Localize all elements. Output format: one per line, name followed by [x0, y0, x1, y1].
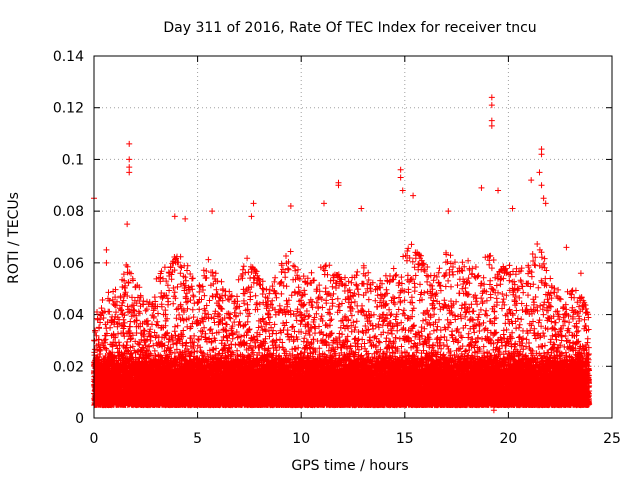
data-point — [103, 246, 110, 253]
x-tick-label: 0 — [90, 431, 99, 447]
y-tick-label: 0.02 — [53, 359, 84, 375]
data-point — [248, 213, 255, 220]
data-point — [126, 164, 133, 171]
x-tick-label: 10 — [292, 431, 310, 447]
data-point — [126, 156, 133, 163]
y-tick-label: 0 — [75, 411, 84, 427]
data-point — [397, 174, 404, 181]
data-point — [542, 200, 549, 207]
data-point — [171, 213, 178, 220]
data-point — [563, 244, 570, 251]
data-point — [495, 187, 502, 194]
data-point — [488, 102, 495, 109]
data-point — [488, 122, 495, 129]
x-tick-label: 5 — [193, 431, 202, 447]
data-point — [399, 187, 406, 194]
data-point — [509, 205, 516, 212]
data-point — [490, 407, 497, 414]
data-point — [287, 202, 294, 209]
x-axis-label: GPS time / hours — [291, 458, 408, 474]
y-tick-label: 0.14 — [53, 49, 84, 65]
data-point — [126, 169, 133, 176]
y-axis-label: ROTI / TECUs — [6, 192, 22, 284]
x-tick-label: 25 — [603, 431, 621, 447]
y-tick-label: 0.06 — [53, 256, 84, 272]
data-point — [124, 221, 131, 228]
data-point — [103, 259, 110, 266]
plot-frame — [93, 55, 613, 419]
data-point — [538, 182, 545, 189]
data-point — [536, 169, 543, 176]
data-point — [445, 208, 452, 215]
grid-lines — [94, 56, 612, 418]
data-point — [397, 166, 404, 173]
data-point — [358, 205, 365, 212]
data-point — [335, 182, 342, 189]
chart-title: Day 311 of 2016, Rate Of TEC Index for r… — [163, 20, 536, 36]
data-point — [182, 215, 189, 222]
data-point — [538, 151, 545, 158]
data-point — [540, 195, 547, 202]
data-point — [528, 177, 535, 184]
y-tick-label: 0.04 — [53, 308, 84, 324]
data-point — [488, 94, 495, 101]
data-points — [91, 94, 593, 414]
x-tick-label: 15 — [396, 431, 414, 447]
data-point — [410, 192, 417, 199]
y-tick-label: 0.12 — [53, 101, 84, 117]
data-point — [126, 140, 133, 147]
y-tick-label: 0.1 — [62, 152, 84, 168]
data-point — [478, 184, 485, 191]
data-point — [250, 200, 257, 207]
data-point — [209, 208, 216, 215]
data-point — [320, 200, 327, 207]
data-point — [538, 146, 545, 153]
y-tick-label: 0.08 — [53, 204, 84, 220]
x-tick-label: 20 — [499, 431, 517, 447]
data-point-cloud — [91, 241, 593, 409]
data-point — [488, 117, 495, 124]
data-point — [577, 270, 584, 277]
